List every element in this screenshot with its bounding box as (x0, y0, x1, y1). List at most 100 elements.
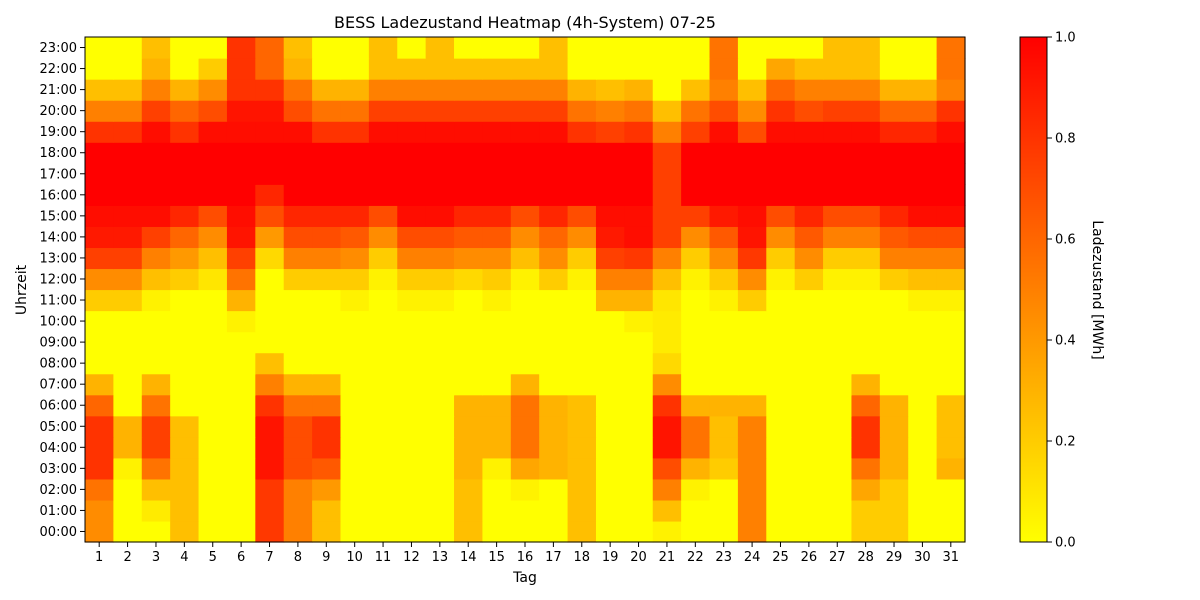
heatmap-cell (141, 226, 171, 249)
heatmap-cell (595, 226, 625, 249)
heatmap-cell (255, 247, 285, 270)
heatmap-cell (539, 163, 569, 185)
heatmap-cell (312, 373, 342, 396)
heatmap-cell (624, 415, 654, 438)
heatmap-cell (340, 268, 370, 291)
heatmap-cell (482, 79, 512, 101)
heatmap-cell (624, 79, 654, 101)
heatmap-cell (141, 310, 171, 333)
heatmap-cell (851, 37, 881, 59)
heatmap-cell (198, 310, 228, 333)
heatmap-cell (312, 142, 342, 164)
heatmap-cell (454, 373, 484, 396)
heatmap-cell (737, 352, 767, 375)
heatmap-cell (908, 268, 938, 291)
heatmap-cell (198, 58, 228, 80)
heatmap-cell (851, 457, 881, 480)
heatmap-cell (113, 499, 143, 522)
heatmap-cell (936, 79, 966, 101)
heatmap-cell (709, 478, 739, 501)
heatmap-cell (709, 499, 739, 522)
heatmap-cell (226, 331, 256, 354)
heatmap-cell (85, 205, 114, 227)
heatmap-cell (170, 478, 200, 501)
heatmap-cell (595, 247, 625, 270)
heatmap-cell (510, 58, 540, 80)
heatmap-cell (567, 436, 597, 459)
heatmap-cell (539, 79, 569, 101)
heatmap-cells (85, 37, 966, 543)
heatmap-cell (936, 520, 966, 543)
heatmap-cell (709, 79, 739, 101)
heatmap-cell (851, 163, 881, 185)
heatmap-cell (794, 184, 824, 206)
heatmap-cell (226, 499, 256, 522)
heatmap-cell (283, 436, 313, 459)
heatmap-cell (340, 520, 370, 543)
heatmap-cell (681, 415, 711, 438)
heatmap-cell (198, 415, 228, 438)
x-tick-label: 1 (95, 550, 103, 565)
heatmap-cell (794, 58, 824, 80)
heatmap-cell (766, 247, 796, 270)
x-tick-label: 26 (801, 550, 818, 565)
heatmap-cell (340, 310, 370, 333)
heatmap-cell (141, 373, 171, 396)
heatmap-cell (879, 289, 909, 312)
heatmap-cell (85, 163, 114, 185)
heatmap-cell (539, 226, 569, 249)
heatmap-cell (737, 163, 767, 185)
heatmap-cell (908, 520, 938, 543)
heatmap-cell (283, 289, 313, 312)
heatmap-cell (255, 79, 285, 101)
heatmap-cell (681, 226, 711, 249)
heatmap-cell (198, 331, 228, 354)
heatmap-cell (766, 331, 796, 354)
heatmap-cell (510, 79, 540, 101)
heatmap-cell (226, 247, 256, 270)
heatmap-cell (85, 310, 114, 333)
heatmap-cell (737, 58, 767, 80)
heatmap-cell (908, 37, 938, 59)
heatmap-cell (312, 415, 342, 438)
heatmap-cell (709, 247, 739, 270)
heatmap-cell (510, 205, 540, 227)
heatmap-cell (397, 205, 427, 227)
heatmap-cell (681, 520, 711, 543)
heatmap-cell (567, 226, 597, 249)
heatmap-cell (652, 37, 682, 59)
x-tick-label: 8 (294, 550, 302, 565)
heatmap-cell (567, 352, 597, 375)
heatmap-cell (879, 79, 909, 101)
heatmap-cell (198, 163, 228, 185)
heatmap-cell (908, 352, 938, 375)
heatmap-cell (141, 394, 171, 417)
y-tick-label: 09:00 (40, 336, 77, 351)
heatmap-cell (823, 331, 853, 354)
heatmap-cell (567, 457, 597, 480)
heatmap-cell (85, 415, 114, 438)
heatmap-cell (936, 247, 966, 270)
heatmap-cell (283, 520, 313, 543)
heatmap-cell (936, 58, 966, 80)
heatmap-cell (226, 184, 256, 206)
x-tick-label: 15 (488, 550, 505, 565)
y-tick-label: 13:00 (40, 251, 77, 266)
heatmap-cell (340, 394, 370, 417)
heatmap-cell (766, 226, 796, 249)
heatmap-cell (567, 163, 597, 185)
heatmap-cell (85, 184, 114, 206)
heatmap-cell (141, 58, 171, 80)
heatmap-cell (567, 121, 597, 143)
heatmap-cell (226, 268, 256, 291)
heatmap-cell (198, 478, 228, 501)
heatmap-cell (681, 268, 711, 291)
heatmap-cell (908, 163, 938, 185)
heatmap-cell (936, 499, 966, 522)
heatmap-cell (539, 37, 569, 59)
heatmap-cell (879, 37, 909, 59)
heatmap-cell (823, 520, 853, 543)
heatmap-cell (283, 205, 313, 227)
heatmap-cell (510, 247, 540, 270)
